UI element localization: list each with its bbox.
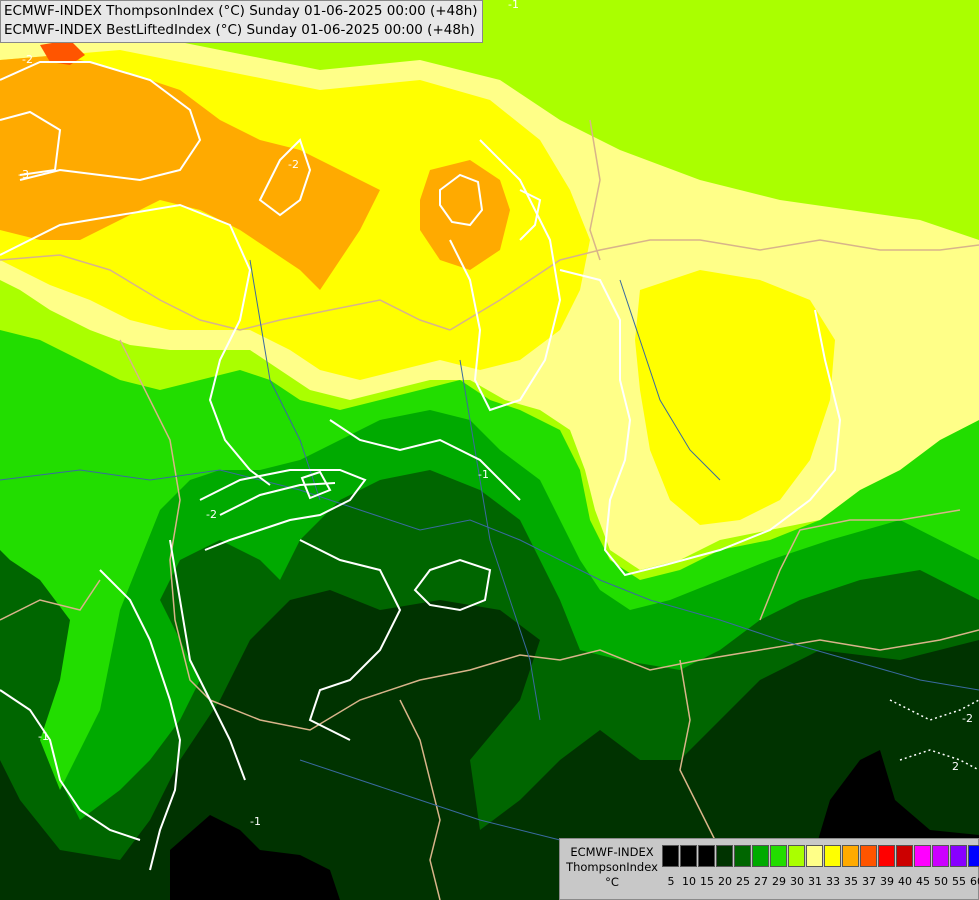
contour-label: -1 bbox=[508, 0, 519, 11]
legend-label: 27 bbox=[754, 875, 768, 888]
legend-variable: ThompsonIndex bbox=[566, 860, 658, 874]
legend-swatch bbox=[878, 845, 895, 867]
legend-swatch bbox=[806, 845, 823, 867]
legend-swatch bbox=[770, 845, 787, 867]
field-orange bbox=[0, 55, 380, 290]
contour-label: 2 bbox=[952, 760, 959, 773]
legend-swatch bbox=[914, 845, 931, 867]
legend-swatches bbox=[662, 845, 979, 867]
legend-unit: °C bbox=[605, 875, 619, 889]
legend-label: 31 bbox=[808, 875, 822, 888]
legend-label: 50 bbox=[934, 875, 948, 888]
contour-label: -2 bbox=[206, 508, 217, 521]
contour-label: -2 bbox=[288, 158, 299, 171]
legend-label: 33 bbox=[826, 875, 840, 888]
legend-swatch bbox=[752, 845, 769, 867]
legend-label: 45 bbox=[916, 875, 930, 888]
contour-labels: -2 -3 -2 -2 -1 -1 -1 -1 -2 2 bbox=[18, 0, 973, 828]
legend-label: 29 bbox=[772, 875, 786, 888]
map-title-box: ECMWF-INDEX ThompsonIndex (°C) Sunday 01… bbox=[0, 0, 483, 43]
legend-swatch bbox=[680, 845, 697, 867]
legend-label: 25 bbox=[736, 875, 750, 888]
legend-swatch bbox=[950, 845, 967, 867]
contour-label: -3 bbox=[18, 168, 29, 181]
contour-label: -1 bbox=[38, 730, 49, 743]
rivers bbox=[0, 259, 979, 841]
legend-label: 20 bbox=[718, 875, 732, 888]
legend-label: 37 bbox=[862, 875, 876, 888]
legend-label: 30 bbox=[790, 875, 804, 888]
country-borders bbox=[0, 119, 979, 900]
contour-label: -2 bbox=[962, 712, 973, 725]
legend-swatch bbox=[824, 845, 841, 867]
legend-label: 60 bbox=[970, 875, 979, 888]
legend-labels: 5 10 15 20 25 27 29 30 31 33 35 37 39 40 45 50 55 60 bbox=[662, 875, 979, 889]
legend-label: 35 bbox=[844, 875, 858, 888]
title-best-lifted-index: ECMWF-INDEX BestLiftedIndex (°C) Sunday … bbox=[4, 22, 475, 38]
legend-swatch bbox=[932, 845, 949, 867]
legend-swatch bbox=[968, 845, 979, 867]
legend-label: 39 bbox=[880, 875, 894, 888]
legend-swatch bbox=[860, 845, 877, 867]
legend-swatch bbox=[698, 845, 715, 867]
legend-swatch bbox=[662, 845, 679, 867]
legend-swatch bbox=[716, 845, 733, 867]
color-legend: ECMWF-INDEX ThompsonIndex °C 5 10 15 20 25 27… bbox=[559, 838, 979, 900]
legend-label: 55 bbox=[952, 875, 966, 888]
legend-label: 10 bbox=[682, 875, 696, 888]
field-red-orange bbox=[40, 40, 85, 65]
legend-swatch bbox=[842, 845, 859, 867]
field-yellow-east bbox=[635, 270, 835, 525]
legend-label: 15 bbox=[700, 875, 714, 888]
contour-label: -1 bbox=[250, 815, 261, 828]
legend-swatch bbox=[788, 845, 805, 867]
legend-title: ECMWF-INDEX ThompsonIndex °C bbox=[562, 845, 662, 890]
contour-label: -2 bbox=[22, 53, 33, 66]
field-black-south bbox=[170, 815, 340, 900]
dashed-contours bbox=[889, 699, 979, 771]
legend-swatch bbox=[734, 845, 751, 867]
legend-label: 5 bbox=[667, 875, 675, 888]
legend-swatch bbox=[896, 845, 913, 867]
legend-source: ECMWF-INDEX bbox=[570, 845, 654, 859]
title-thompson-index: ECMWF-INDEX ThompsonIndex (°C) Sunday 01… bbox=[4, 3, 478, 19]
legend-label: 40 bbox=[898, 875, 912, 888]
contour-label: -1 bbox=[478, 468, 489, 481]
lifted-index-contours bbox=[0, 61, 842, 871]
